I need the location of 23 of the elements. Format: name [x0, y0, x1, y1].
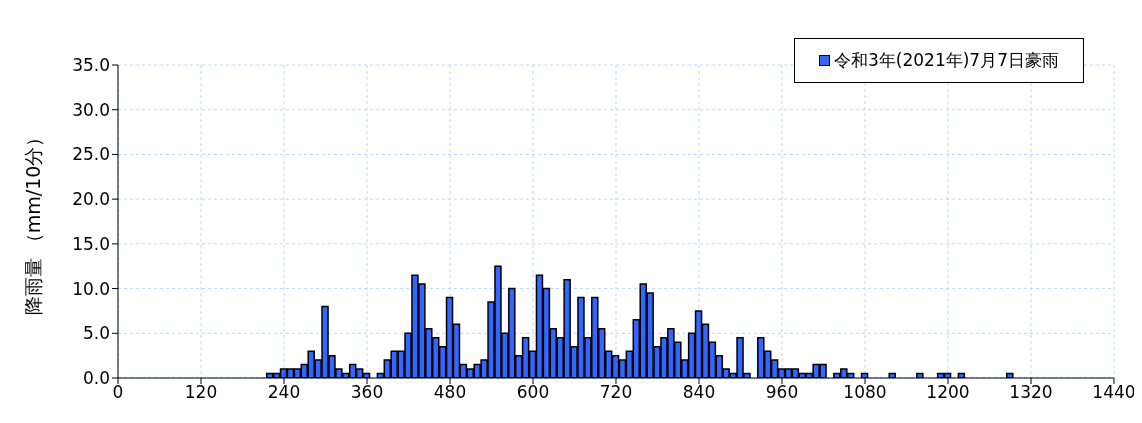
y-tick-label: 35.0 [72, 55, 110, 76]
x-tick-label: 240 [267, 382, 301, 403]
x-tick-label: 480 [433, 382, 467, 403]
x-tick-label: 1080 [843, 382, 887, 403]
x-tick-label: 840 [682, 382, 716, 403]
x-tick-label: 1200 [926, 382, 970, 403]
y-tick-label: 15.0 [72, 233, 110, 254]
x-tick-label: 1440 [1092, 382, 1136, 403]
y-tick-label: 5.0 [82, 323, 110, 344]
x-tick-label: 960 [765, 382, 799, 403]
x-tick-label: 360 [350, 382, 384, 403]
y-axis-title: 降雨量 （mm/10分） [21, 127, 44, 316]
legend-label: 令和3年(2021年)7月7日豪雨 [834, 49, 1059, 72]
y-tick-label: 20.0 [72, 189, 110, 210]
y-tick-label: 30.0 [72, 99, 110, 120]
x-tick-label: 0 [112, 382, 124, 403]
x-tick-label: 720 [599, 382, 633, 403]
y-tick-label: 10.0 [72, 278, 110, 299]
x-tick-label: 600 [516, 382, 550, 403]
x-tick-label: 1320 [1009, 382, 1053, 403]
x-tick-label: 120 [184, 382, 218, 403]
y-tick-label: 0.0 [82, 368, 110, 389]
y-tick-label: 25.0 [72, 144, 110, 165]
